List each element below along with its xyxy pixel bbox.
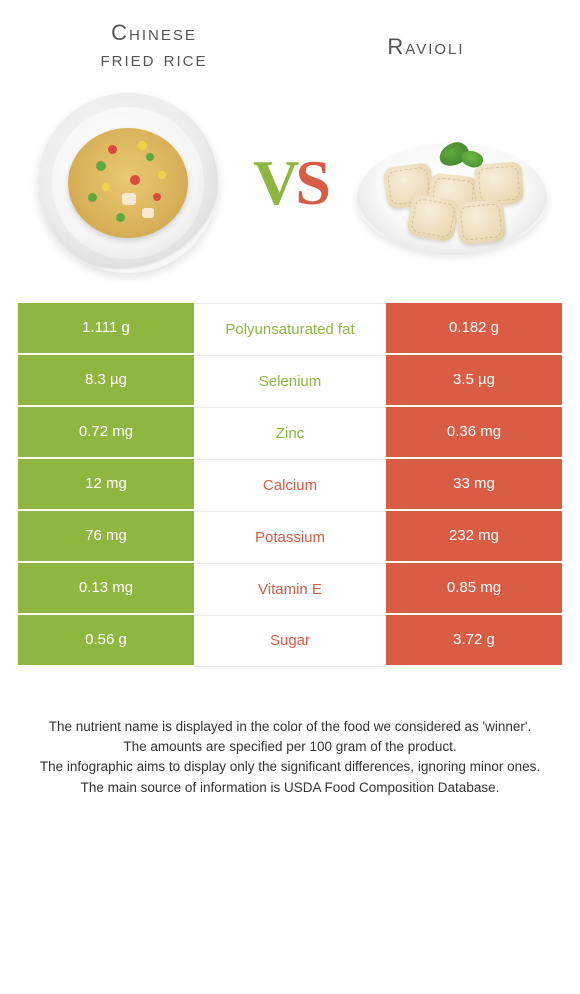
nutrient-row: 0.56 gSugar3.72 g <box>18 615 562 667</box>
infographic-container: Chinese fried rice Ravioli <box>0 0 580 994</box>
nutrient-row: 8.3 µgSelenium3.5 µg <box>18 355 562 407</box>
nutrient-row: 1.111 gPolyunsaturated fat0.182 g <box>18 303 562 355</box>
nutrient-label: Potassium <box>194 511 386 563</box>
nutrient-row: 12 mgCalcium33 mg <box>18 459 562 511</box>
left-value: 8.3 µg <box>18 355 194 407</box>
ravioli-image <box>357 93 547 273</box>
right-value: 3.72 g <box>386 615 562 667</box>
header-row: Chinese fried rice Ravioli <box>18 20 562 73</box>
right-title-text: Ravioli <box>387 34 464 59</box>
nutrient-row: 76 mgPotassium232 mg <box>18 511 562 563</box>
right-value: 0.182 g <box>386 303 562 355</box>
left-value: 0.13 mg <box>18 563 194 615</box>
right-value: 33 mg <box>386 459 562 511</box>
nutrient-row: 0.13 mgVitamin E0.85 mg <box>18 563 562 615</box>
nutrient-row: 0.72 mgZinc0.36 mg <box>18 407 562 459</box>
left-value: 0.56 g <box>18 615 194 667</box>
vs-label: VS <box>253 146 327 220</box>
left-value: 0.72 mg <box>18 407 194 459</box>
footer-line-1: The nutrient name is displayed in the co… <box>28 717 552 737</box>
nutrient-label: Sugar <box>194 615 386 667</box>
left-title-line2: fried rice <box>101 46 208 71</box>
left-value: 12 mg <box>18 459 194 511</box>
images-row: VS <box>18 93 562 273</box>
nutrient-label: Calcium <box>194 459 386 511</box>
left-title-line1: Chinese <box>111 20 197 45</box>
vs-v: V <box>253 147 295 218</box>
right-food-title: Ravioli <box>290 20 562 60</box>
nutrient-label: Vitamin E <box>194 563 386 615</box>
vs-s: S <box>295 147 327 218</box>
nutrient-label: Polyunsaturated fat <box>194 303 386 355</box>
footer-line-2: The amounts are specified per 100 gram o… <box>28 737 552 757</box>
left-food-title: Chinese fried rice <box>18 20 290 73</box>
right-value: 0.36 mg <box>386 407 562 459</box>
left-value: 1.111 g <box>18 303 194 355</box>
footer-notes: The nutrient name is displayed in the co… <box>18 717 562 798</box>
left-value: 76 mg <box>18 511 194 563</box>
nutrient-table: 1.111 gPolyunsaturated fat0.182 g8.3 µgS… <box>18 303 562 667</box>
footer-line-3: The infographic aims to display only the… <box>28 757 552 777</box>
right-value: 0.85 mg <box>386 563 562 615</box>
footer-line-4: The main source of information is USDA F… <box>28 778 552 798</box>
nutrient-label: Selenium <box>194 355 386 407</box>
right-value: 232 mg <box>386 511 562 563</box>
right-value: 3.5 µg <box>386 355 562 407</box>
nutrient-label: Zinc <box>194 407 386 459</box>
fried-rice-image <box>33 93 223 273</box>
